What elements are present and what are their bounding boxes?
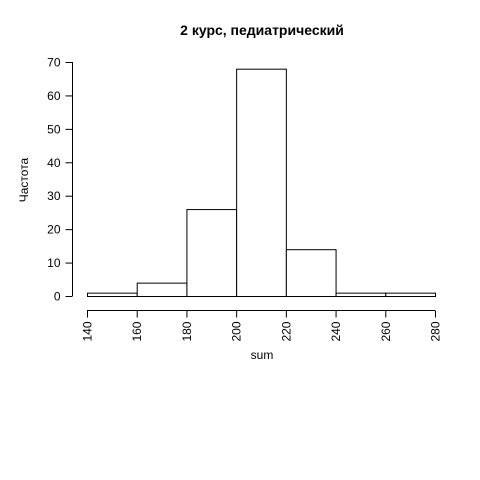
x-axis-label: sum [251,348,274,362]
x-tick-label: 140 [81,321,95,341]
y-tick-label: 30 [47,189,61,203]
y-tick-label: 70 [47,56,61,70]
histogram-bar-220-240 [285,249,337,297]
x-tick-label: 260 [379,321,393,341]
x-tick-label: 220 [279,321,293,341]
histogram-bar-240-260 [335,292,387,297]
chart-title: 2 курс, педиатрический [180,22,344,38]
y-axis: 0 10 20 30 40 50 60 70 [47,56,73,304]
x-tick-label: 200 [230,321,244,341]
histogram-bar-260-280 [385,292,436,297]
histogram-bar-180-200 [186,209,238,297]
x-tick-label: 160 [130,321,144,341]
y-tick-label: 20 [47,223,61,237]
y-axis-label: Частота [17,157,31,202]
histogram-bar-160-180 [136,282,188,297]
y-tick-label: 50 [47,122,61,136]
y-tick-label: 0 [54,290,61,304]
bars-group [87,68,436,297]
histogram-bar-200-220 [236,68,287,297]
x-tick-label: 240 [329,321,343,341]
histogram-bar-140-160 [87,292,138,297]
y-tick-label: 60 [47,89,61,103]
x-tick-label: 280 [429,321,443,341]
y-tick-label: 40 [47,156,61,170]
x-axis: 140 160 180 200 220 240 260 280 [81,310,443,342]
y-tick-label: 10 [47,256,61,270]
x-tick-label: 180 [180,321,194,341]
